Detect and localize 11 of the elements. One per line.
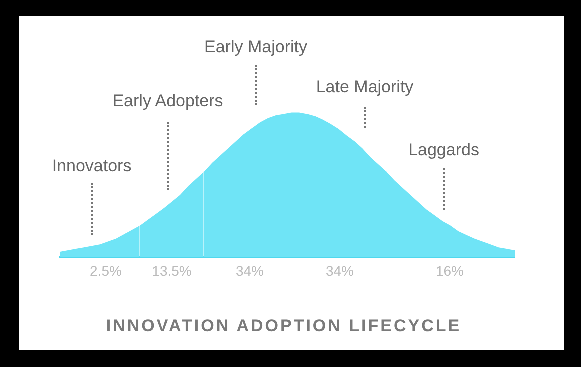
annotation: Laggards [408, 140, 480, 160]
text: 13.5% [152, 262, 192, 279]
text: Early Adopters [112, 92, 224, 111]
text: 16% [436, 262, 464, 279]
text: 2.5% [90, 262, 122, 279]
annotation: Innovators [52, 156, 132, 176]
text: 34% [236, 262, 264, 279]
text: Early Majority [204, 38, 308, 57]
text: INNOVATION ADOPTION LIFECYCLE [106, 316, 462, 336]
text: 34% [326, 262, 354, 279]
text: Late Majority [316, 78, 414, 97]
